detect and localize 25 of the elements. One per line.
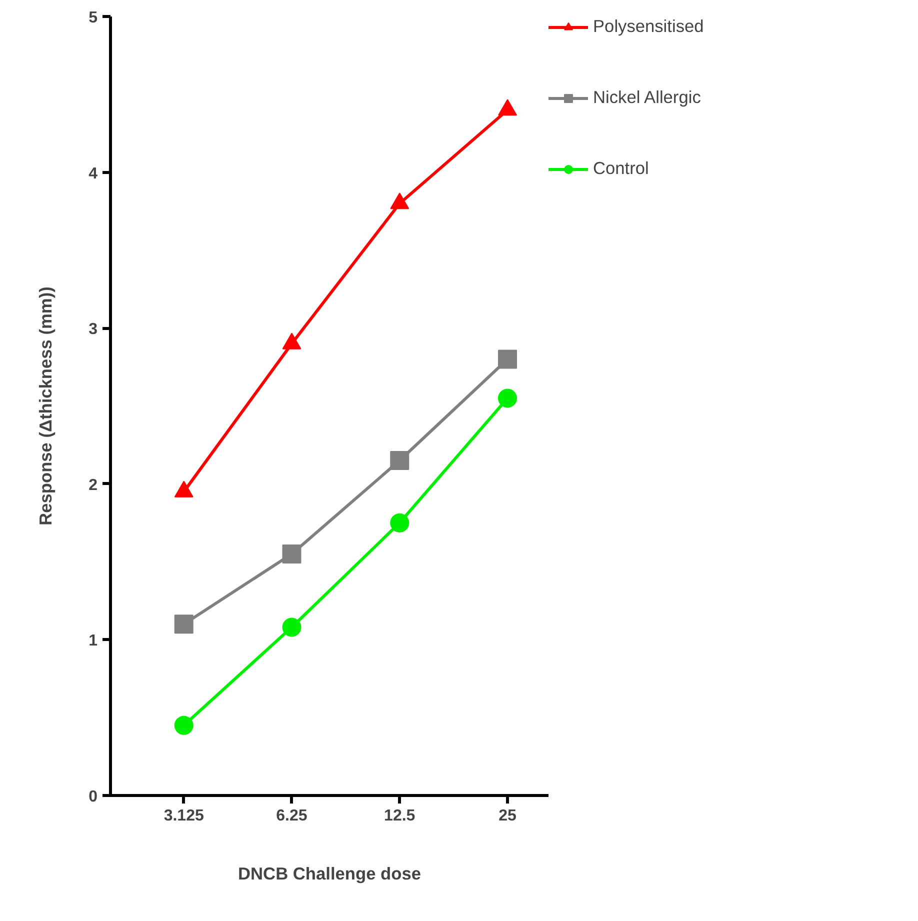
y-axis-title: Response (Δthickness (mm)) bbox=[36, 286, 56, 526]
point bbox=[282, 618, 302, 637]
x-tick-label: 25 bbox=[498, 808, 517, 824]
point bbox=[390, 451, 410, 470]
point bbox=[390, 513, 410, 532]
y-tick-label: 4 bbox=[88, 165, 98, 182]
point bbox=[282, 544, 302, 564]
point bbox=[498, 350, 518, 369]
legend-label: Nickel Allergic bbox=[593, 87, 701, 108]
x-axis-title: DNCB Challenge dose bbox=[238, 864, 422, 884]
legend-label: Polysensitised bbox=[593, 16, 704, 37]
x-tick-label: 3.125 bbox=[164, 808, 204, 824]
y-tick-label: 3 bbox=[88, 321, 98, 338]
x-tick-label: 12.5 bbox=[384, 808, 416, 824]
y-tick-label: 1 bbox=[88, 632, 98, 650]
y-tick-label: 2 bbox=[88, 476, 98, 494]
y-tick-label: 0 bbox=[88, 788, 98, 806]
point bbox=[498, 388, 518, 408]
x-tick-label: 6.25 bbox=[276, 808, 308, 824]
legend-label: Control bbox=[593, 158, 649, 179]
point bbox=[390, 192, 410, 210]
point bbox=[174, 716, 194, 735]
point bbox=[174, 614, 194, 634]
y-tick-label: 5 bbox=[88, 10, 98, 26]
point bbox=[498, 99, 518, 116]
